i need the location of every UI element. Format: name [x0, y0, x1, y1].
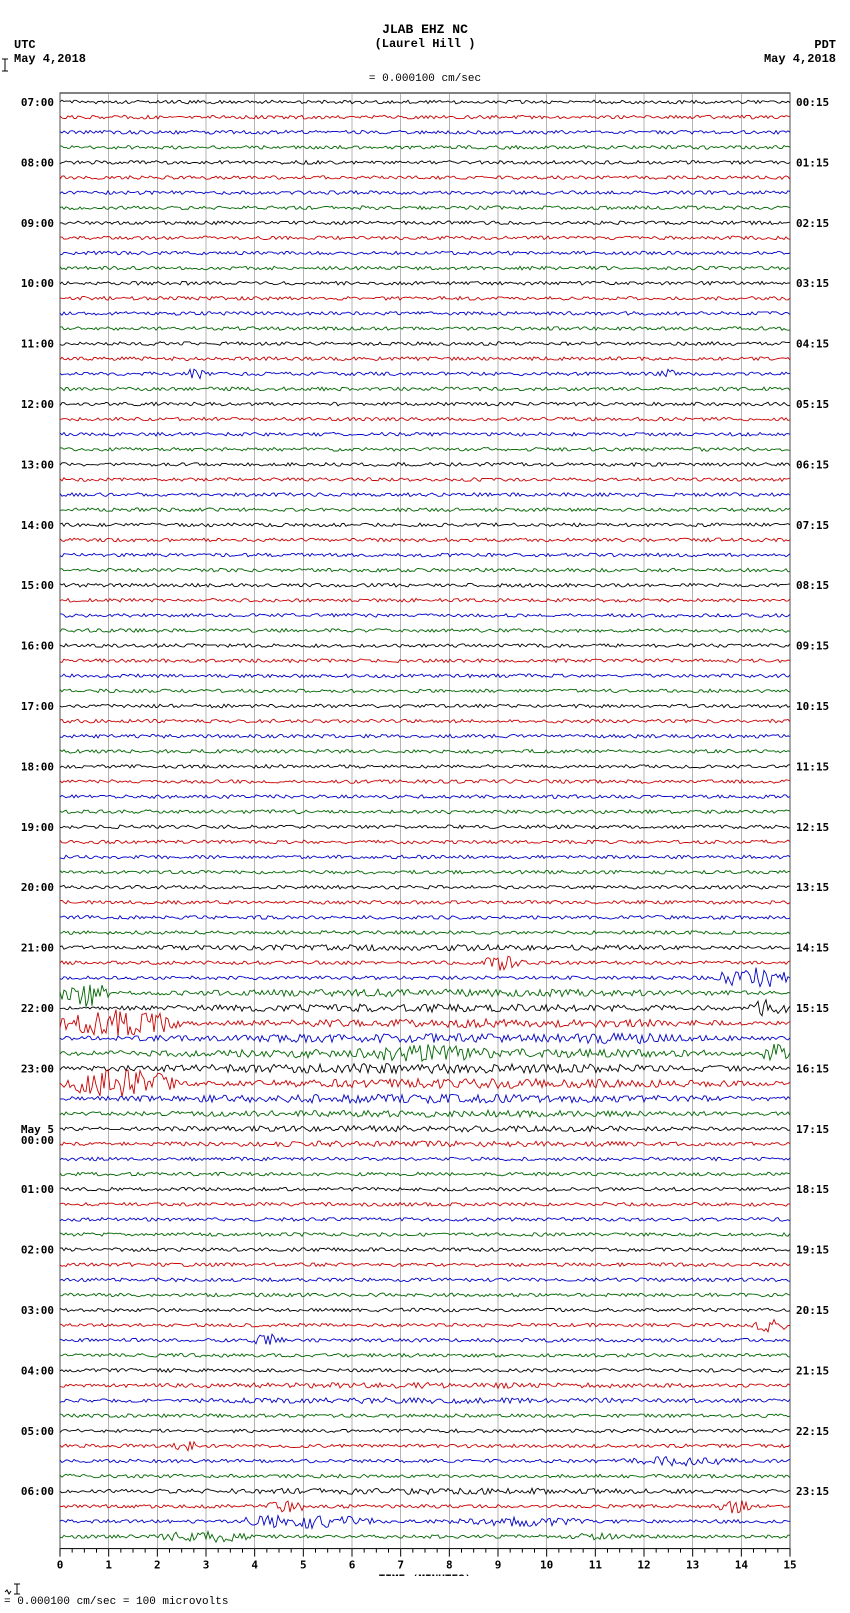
svg-text:14:00: 14:00 [21, 519, 54, 532]
svg-text:14: 14 [735, 1559, 749, 1572]
svg-text:11:00: 11:00 [21, 338, 54, 351]
svg-text:6: 6 [349, 1559, 356, 1572]
svg-text:08:15: 08:15 [796, 579, 829, 592]
svg-text:08:00: 08:00 [21, 156, 54, 169]
page: UTC PDT May 4,2018 May 4,2018 JLAB EHZ N… [0, 0, 850, 1608]
svg-text:17:15: 17:15 [796, 1123, 829, 1136]
svg-text:1: 1 [105, 1559, 112, 1572]
svg-text:19:15: 19:15 [796, 1244, 829, 1257]
svg-text:04:00: 04:00 [21, 1364, 54, 1377]
svg-text:06:15: 06:15 [796, 458, 829, 471]
footer-text: = 0.000100 cm/sec = 100 microvolts [4, 1596, 228, 1608]
svg-text:18:15: 18:15 [796, 1183, 829, 1196]
svg-text:4: 4 [251, 1559, 258, 1572]
svg-text:2: 2 [154, 1559, 161, 1572]
svg-text:05:00: 05:00 [21, 1425, 54, 1438]
svg-text:11:15: 11:15 [796, 760, 829, 773]
svg-text:14:15: 14:15 [796, 942, 829, 955]
svg-text:00:00: 00:00 [21, 1134, 54, 1147]
svg-text:09:00: 09:00 [21, 217, 54, 230]
svg-text:06:00: 06:00 [21, 1485, 54, 1498]
station-title: JLAB EHZ NC [0, 0, 850, 37]
svg-text:15: 15 [783, 1559, 796, 1572]
svg-text:12:00: 12:00 [21, 398, 54, 411]
tz-right-label: PDT [814, 38, 836, 52]
footer-readout: = 0.000100 cm/sec = 100 microvolts [0, 1576, 850, 1608]
svg-text:07:00: 07:00 [21, 96, 54, 109]
svg-text:TIME (MINUTES): TIME (MINUTES) [379, 1573, 472, 1576]
svg-text:0: 0 [57, 1559, 64, 1572]
svg-text:02:00: 02:00 [21, 1244, 54, 1257]
svg-text:03:15: 03:15 [796, 277, 829, 290]
svg-text:17:00: 17:00 [21, 700, 54, 713]
svg-text:00:15: 00:15 [796, 96, 829, 109]
svg-text:3: 3 [203, 1559, 210, 1572]
svg-text:12: 12 [637, 1559, 650, 1572]
svg-text:23:00: 23:00 [21, 1062, 54, 1075]
svg-text:5: 5 [300, 1559, 307, 1572]
date-left-label: May 4,2018 [14, 52, 86, 66]
svg-text:12:15: 12:15 [796, 821, 829, 834]
svg-text:21:00: 21:00 [21, 942, 54, 955]
svg-text:01:15: 01:15 [796, 156, 829, 169]
svg-text:23:15: 23:15 [796, 1485, 829, 1498]
svg-text:16:15: 16:15 [796, 1062, 829, 1075]
svg-text:04:15: 04:15 [796, 338, 829, 351]
svg-text:10: 10 [540, 1559, 553, 1572]
svg-text:11: 11 [589, 1559, 603, 1572]
svg-text:9: 9 [495, 1559, 502, 1572]
svg-text:20:00: 20:00 [21, 881, 54, 894]
svg-text:21:15: 21:15 [796, 1364, 829, 1377]
svg-text:09:15: 09:15 [796, 640, 829, 653]
svg-text:13:15: 13:15 [796, 881, 829, 894]
svg-text:18:00: 18:00 [21, 760, 54, 773]
scale-readout: = 0.000100 cm/sec [0, 51, 850, 87]
svg-text:01:00: 01:00 [21, 1183, 54, 1196]
svg-text:13: 13 [686, 1559, 699, 1572]
svg-text:03:00: 03:00 [21, 1304, 54, 1317]
station-location: (Laurel Hill ) [0, 37, 850, 51]
svg-text:10:00: 10:00 [21, 277, 54, 290]
svg-text:7: 7 [397, 1559, 404, 1572]
svg-text:02:15: 02:15 [796, 217, 829, 230]
svg-text:22:15: 22:15 [796, 1425, 829, 1438]
svg-text:07:15: 07:15 [796, 519, 829, 532]
scale-text: = 0.000100 cm/sec [369, 73, 481, 85]
date-right-label: May 4,2018 [764, 52, 836, 66]
svg-text:20:15: 20:15 [796, 1304, 829, 1317]
svg-text:15:00: 15:00 [21, 579, 54, 592]
seismogram-plot: 07:00 00:15 08:00 01:15 09:00 02:15 10:00 03:15… [0, 91, 850, 1576]
svg-text:15:15: 15:15 [796, 1002, 829, 1015]
svg-text:10:15: 10:15 [796, 700, 829, 713]
svg-text:05:15: 05:15 [796, 398, 829, 411]
svg-text:8: 8 [446, 1559, 453, 1572]
svg-text:16:00: 16:00 [21, 640, 54, 653]
tz-left-label: UTC [14, 38, 36, 52]
svg-text:19:00: 19:00 [21, 821, 54, 834]
svg-text:22:00: 22:00 [21, 1002, 54, 1015]
svg-text:13:00: 13:00 [21, 458, 54, 471]
